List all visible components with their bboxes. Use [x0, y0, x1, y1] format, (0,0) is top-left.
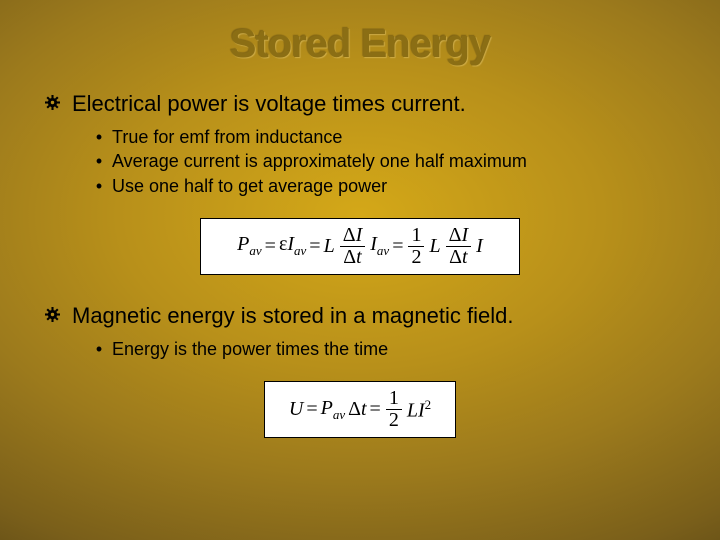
bullet-2-text: Magnetic energy is stored in a magnetic …	[72, 303, 513, 329]
sub-text: Use one half to get average power	[112, 174, 387, 198]
sub-item-1-1: • True for emf from inductance	[92, 125, 680, 149]
dot-icon: •	[92, 125, 106, 149]
equation-2: U = PavΔt = 12 LI2	[264, 381, 456, 438]
sub-item-1-2: • Average current is approximately one h…	[92, 149, 680, 173]
dot-icon: •	[92, 174, 106, 198]
sub-list-2: • Energy is the power times the time	[92, 337, 680, 361]
equation-1: Pav = εIav = L ΔIΔt Iav = 12 L ΔIΔt I	[200, 218, 520, 275]
sub-text: Energy is the power times the time	[112, 337, 388, 361]
sub-text: True for emf from inductance	[112, 125, 342, 149]
gear-icon	[40, 307, 64, 322]
sub-item-2-1: • Energy is the power times the time	[92, 337, 680, 361]
bullet-1-text: Electrical power is voltage times curren…	[72, 91, 466, 117]
sub-text: Average current is approximately one hal…	[112, 149, 527, 173]
sub-item-1-3: • Use one half to get average power	[92, 174, 680, 198]
dot-icon: •	[92, 149, 106, 173]
sub-list-1: • True for emf from inductance • Average…	[92, 125, 680, 198]
dot-icon: •	[92, 337, 106, 361]
bullet-item-2: Magnetic energy is stored in a magnetic …	[40, 303, 680, 329]
slide-body: Electrical power is voltage times curren…	[0, 67, 720, 438]
slide-title: Stored Energy	[0, 0, 720, 67]
gear-icon	[40, 95, 64, 110]
bullet-item-1: Electrical power is voltage times curren…	[40, 91, 680, 117]
